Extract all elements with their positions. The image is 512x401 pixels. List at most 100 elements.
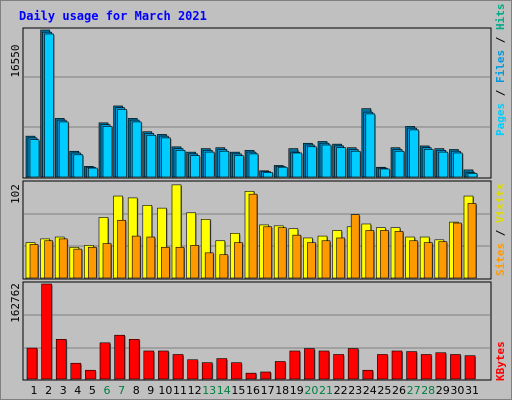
bar-pages-day-6: [102, 126, 113, 178]
bar-pages-day-16: [248, 153, 259, 178]
x-tick-label-21: 21: [319, 384, 333, 397]
bar-sites-day-2: [44, 240, 53, 279]
bar-sites-day-24: [365, 230, 375, 279]
bar-kbytes-day-13: [201, 362, 213, 380]
legend-sites: Sites: [494, 243, 507, 276]
x-tick-label-17: 17: [261, 384, 275, 397]
bar-kbytes-day-24: [362, 369, 374, 380]
x-tick-label-6: 6: [104, 384, 111, 397]
bar-kbytes-day-14: [216, 358, 228, 380]
bar-sites-day-6: [102, 243, 112, 279]
bar-pages-day-31: [467, 173, 478, 178]
bar-pages-day-2: [44, 33, 54, 178]
x-tick-label-7: 7: [118, 384, 125, 397]
bar-pages-day-21: [321, 144, 332, 178]
x-tick-label-12: 12: [188, 384, 202, 397]
bar-pages-day-20: [307, 146, 317, 178]
x-tick-label-19: 19: [290, 384, 304, 397]
bottom-panel-legend: KBytes: [494, 341, 507, 381]
bar-kbytes-day-11: [172, 354, 184, 380]
bar-pages-day-15: [234, 155, 244, 178]
x-tick-label-4: 4: [74, 384, 81, 397]
bar-pages-day-26: [394, 150, 405, 178]
bar-pages-day-19: [292, 152, 303, 178]
bar-kbytes-day-5: [85, 369, 96, 380]
bar-kbytes-day-28: [420, 354, 432, 380]
bar-sites-day-23: [350, 214, 360, 279]
bar-kbytes-day-17: [260, 371, 271, 380]
x-tick-label-25: 25: [377, 384, 391, 397]
bar-pages-day-25: [380, 168, 390, 178]
legend-kbytes: KBytes: [494, 341, 507, 381]
bar-kbytes-day-7: [114, 334, 125, 380]
bar-kbytes-day-21: [318, 350, 330, 380]
bottom-panel-ymax-label: 162762: [9, 283, 22, 323]
bar-kbytes-day-8: [128, 339, 140, 380]
legend-hits: Hits: [494, 4, 507, 31]
x-tick-label-18: 18: [275, 384, 289, 397]
bar-sites-day-22: [336, 237, 345, 279]
bar-pages-day-11: [175, 150, 186, 178]
bar-kbytes-day-31: [464, 355, 476, 380]
bar-sites-day-11: [175, 246, 185, 279]
bar-sites-day-20: [307, 242, 316, 279]
bar-sites-day-25: [380, 230, 389, 279]
bar-sites-day-27: [409, 240, 418, 279]
bar-sites-day-4: [73, 248, 83, 279]
bar-sites-day-10: [161, 246, 170, 279]
bar-kbytes-day-25: [377, 354, 388, 380]
bar-pages-day-10: [161, 137, 171, 178]
bar-kbytes-day-2: [41, 283, 52, 380]
bar-pages-day-12: [190, 155, 200, 178]
x-tick-label-23: 23: [348, 384, 362, 397]
bar-pages-day-24: [365, 113, 376, 178]
middle-panel-ymax-label: 102: [9, 184, 22, 204]
bar-sites-day-1: [29, 244, 39, 279]
x-tick-label-1: 1: [31, 384, 38, 397]
bar-kbytes-day-19: [289, 350, 301, 380]
top-panel-legend: Pages / Files / Hits: [494, 4, 507, 137]
bar-sites-day-7: [117, 219, 126, 279]
bar-kbytes-day-16: [245, 372, 257, 380]
bar-sites-day-3: [58, 238, 68, 279]
x-tick-label-11: 11: [173, 384, 187, 397]
bar-pages-day-8: [131, 121, 142, 178]
bar-pages-day-28: [423, 149, 434, 178]
x-tick-label-27: 27: [407, 384, 421, 397]
bar-pages-day-4: [73, 154, 84, 178]
legend-files: Files: [494, 50, 507, 83]
x-tick-label-16: 16: [246, 384, 260, 397]
bar-kbytes-day-22: [333, 354, 344, 380]
bar-kbytes-day-4: [70, 362, 82, 380]
bar-kbytes-day-18: [274, 361, 286, 380]
kbytes-panel-frame: [22, 281, 492, 381]
bar-pages-day-27: [409, 129, 419, 178]
top-panel-ymax-label: 16550: [9, 44, 22, 77]
bar-kbytes-day-30: [450, 354, 461, 380]
x-tick-label-31: 31: [465, 384, 479, 397]
bar-kbytes-day-10: [158, 350, 169, 380]
bar-sites-day-26: [394, 231, 404, 279]
x-tick-label-8: 8: [133, 384, 140, 397]
x-tick-label-14: 14: [217, 384, 231, 397]
bar-sites-day-30: [453, 222, 462, 279]
chart-title: Daily usage for March 2021: [19, 9, 207, 23]
legend-pages: Pages: [494, 103, 507, 136]
bar-kbytes-day-26: [391, 350, 403, 380]
chart-bars: [24, 29, 490, 380]
bar-pages-day-14: [219, 150, 230, 178]
bar-sites-day-15: [234, 242, 243, 279]
x-tick-label-3: 3: [60, 384, 67, 397]
x-tick-label-2: 2: [45, 384, 52, 397]
bar-sites-day-13: [204, 252, 214, 279]
bar-sites-day-21: [321, 240, 331, 279]
bar-sites-day-28: [423, 242, 433, 279]
x-tick-label-9: 9: [147, 384, 154, 397]
bar-pages-day-13: [204, 151, 215, 178]
x-tick-label-10: 10: [158, 384, 172, 397]
legend-visits: Visits: [494, 183, 507, 223]
x-tick-label-30: 30: [450, 384, 464, 397]
bar-pages-day-3: [58, 121, 69, 178]
